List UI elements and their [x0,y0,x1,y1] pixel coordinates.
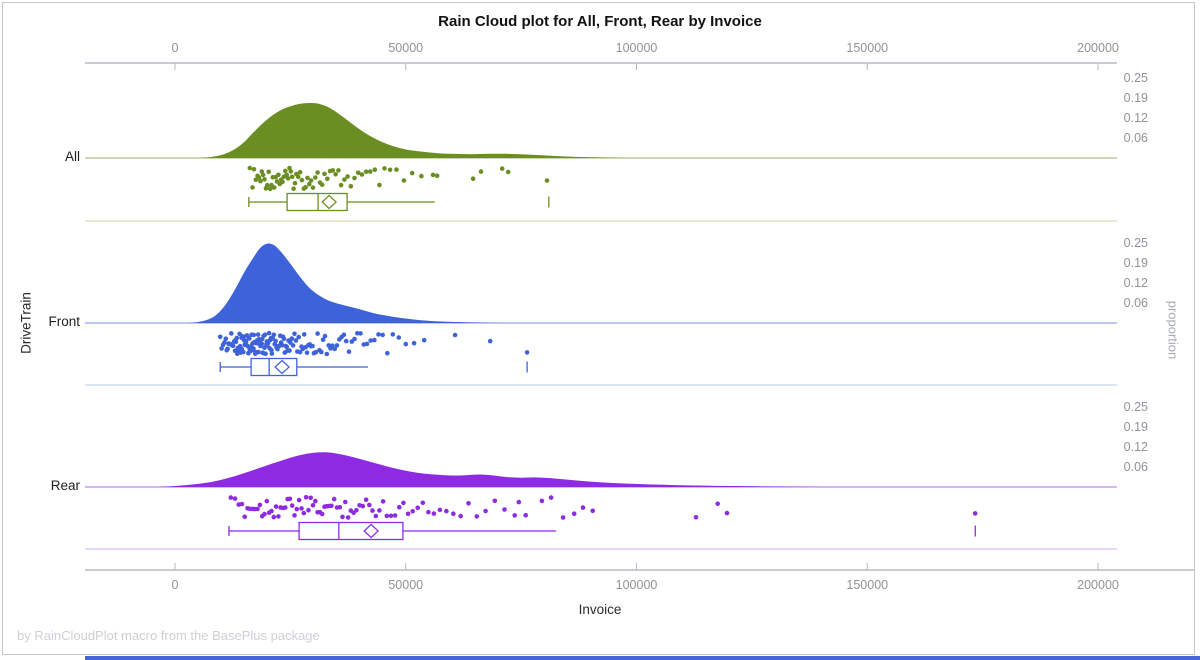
rain-points-all [247,165,550,192]
x-tick-label-bottom-100000: 100000 [615,578,658,592]
density-cloud-front [188,243,508,323]
proportion-tick-label-front-0.25: 0.25 [1123,236,1148,250]
x-tick-label-bottom-150000: 150000 [846,578,889,592]
group-front [85,243,1117,386]
proportion-tick-label-rear-0.19: 0.19 [1123,420,1148,434]
proportion-tick-label-all-0.06: 0.06 [1123,131,1148,145]
proportion-tick-label-all-0.25: 0.25 [1123,71,1148,85]
boxplot-rear [228,521,976,541]
x-tick-label-bottom-0: 0 [171,578,179,592]
proportion-tick-label-all-0.19: 0.19 [1123,91,1148,105]
rain-points-front [217,330,530,357]
proportion-tick-label-front-0.19: 0.19 [1123,256,1148,270]
mean-diamond-all [321,194,338,210]
density-cloud-rear [156,452,835,487]
attribution-footer: by RainCloudPlot macro from the BasePlus… [17,628,320,643]
density-cloud-all [198,102,628,158]
proportion-tick-label-rear-0.06: 0.06 [1123,460,1148,474]
bottom-blue-bar [85,656,1200,660]
x-tick-label-bottom-50000: 50000 [388,578,424,592]
x-axis-title: Invoice [578,602,622,617]
mean-diamond-front [274,359,290,375]
proportion-tick-label-front-0.06: 0.06 [1123,296,1148,310]
proportion-tick-label-all-0.12: 0.12 [1123,111,1148,125]
group-label-front: Front [48,314,80,329]
right-axis-title: proportion [1165,300,1181,360]
mean-diamond-rear [363,523,380,539]
proportion-tick-label-rear-0.25: 0.25 [1123,400,1148,414]
boxplot-front [219,357,528,377]
group-label-all: All [64,149,80,164]
rain-points-rear [228,495,978,520]
group-all [85,102,1117,222]
proportion-tick-label-rear-0.12: 0.12 [1123,440,1148,454]
x-tick-label-top-50000: 50000 [388,41,424,55]
x-tick-label-top-150000: 150000 [846,41,889,55]
axes [85,62,1195,571]
group-rear [85,452,1117,550]
x-tick-label-top-200000: 200000 [1077,41,1119,55]
boxplot-all [248,192,550,212]
group-label-rear: Rear [50,478,80,493]
x-tick-label-top-100000: 100000 [615,41,658,55]
x-tick-label-bottom-200000: 200000 [1077,578,1119,592]
chart-title: Rain Cloud plot for All, Front, Rear by … [438,13,762,30]
x-tick-label-top-0: 0 [171,41,179,55]
proportion-tick-label-front-0.12: 0.12 [1123,276,1148,290]
